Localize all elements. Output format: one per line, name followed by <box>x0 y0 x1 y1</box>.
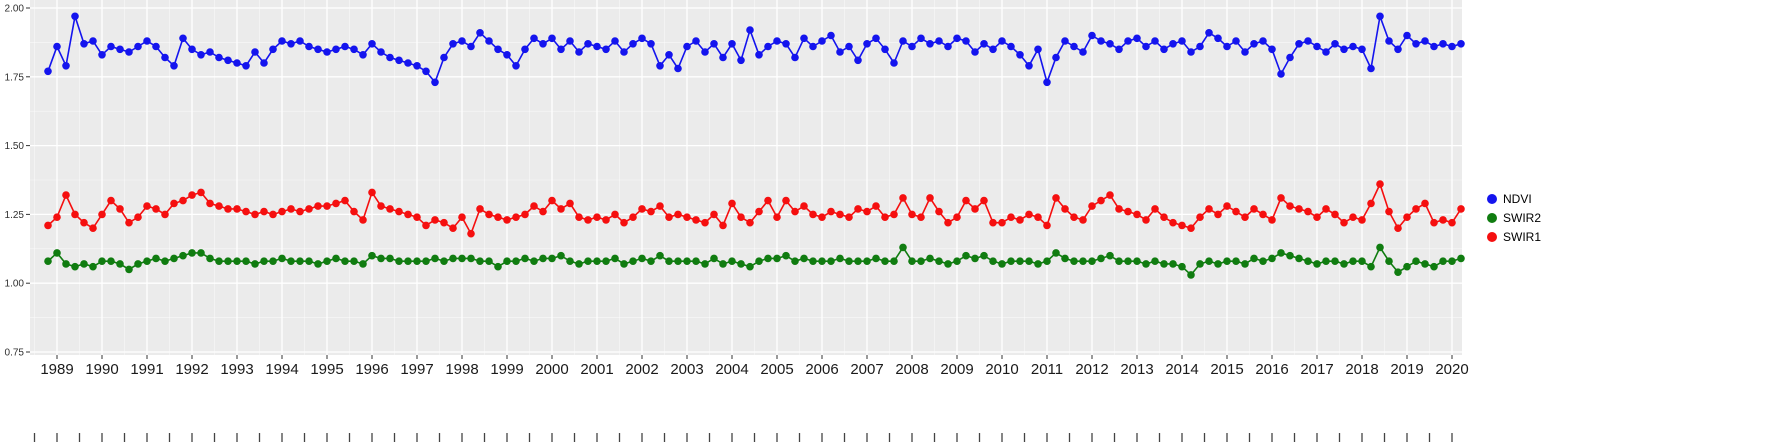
x-tick-label: 2014 <box>1165 361 1198 378</box>
x-tick-label: 2019 <box>1390 361 1423 378</box>
series-NDVI <box>44 12 1465 87</box>
legend: NDVI SWIR2 SWIR1 <box>1487 193 1541 243</box>
x-tick-label: 1995 <box>310 361 343 378</box>
x-tick-label: 2002 <box>625 361 658 378</box>
x-tick-label: 2013 <box>1120 361 1153 378</box>
legend-label-swir2: SWIR2 <box>1503 211 1542 225</box>
legend-label-ndvi: NDVI <box>1503 192 1532 206</box>
y-tick-label: 2.00 <box>5 4 25 15</box>
x-tick-label: 2001 <box>580 361 613 378</box>
x-tick-label: 1992 <box>175 361 208 378</box>
x-tick-label: 1997 <box>400 361 433 378</box>
y-tick-label: 1.25 <box>5 210 25 221</box>
legend-marker-swir1 <box>1487 232 1497 242</box>
x-tick-label: 1991 <box>130 361 163 378</box>
x-tick-label: 2004 <box>715 361 748 378</box>
x-tick-label: 2015 <box>1210 361 1243 378</box>
x-tick-label: 2003 <box>670 361 703 378</box>
x-tick-label: 2009 <box>940 361 973 378</box>
x-tick-label: 2008 <box>895 361 928 378</box>
legend-label-swir1: SWIR1 <box>1503 230 1542 244</box>
x-tick-label: 2020 <box>1435 361 1468 378</box>
legend-item-swir2[interactable]: SWIR2 <box>1487 212 1541 224</box>
x-tick-label: 2007 <box>850 361 883 378</box>
x-tick-label: 1998 <box>445 361 478 378</box>
x-tick-label: 2012 <box>1075 361 1108 378</box>
x-tick-label: 1996 <box>355 361 388 378</box>
y-tick-label: 1.50 <box>5 141 25 152</box>
axes: 0.75 1.00 1.25 1.50 1.75 2.00 1989 1990 1991 1992… <box>5 4 1469 442</box>
y-tick-label: 1.00 <box>5 279 25 290</box>
x-tick-label: 2000 <box>535 361 568 378</box>
series-SWIR1 <box>44 180 1465 238</box>
x-tick-label: 1989 <box>40 361 73 378</box>
x-tick-label: 1999 <box>490 361 523 378</box>
series-SWIR2 <box>44 243 1465 279</box>
y-tick-label: 1.75 <box>5 72 25 83</box>
legend-item-swir1[interactable]: SWIR1 <box>1487 231 1541 243</box>
y-tick-label: 0.75 <box>5 348 25 359</box>
x-tick-label: 1994 <box>265 361 298 378</box>
x-tick-label: 2016 <box>1255 361 1288 378</box>
panel-background <box>30 0 1462 355</box>
legend-marker-ndvi <box>1487 194 1497 204</box>
x-tick-label: 2006 <box>805 361 838 378</box>
x-tick-label: 1990 <box>85 361 118 378</box>
x-tick-label: 2010 <box>985 361 1018 378</box>
x-tick-label: 2017 <box>1300 361 1333 378</box>
legend-item-ndvi[interactable]: NDVI <box>1487 193 1541 205</box>
gridlines <box>30 0 1462 355</box>
x-tick-label: 2005 <box>760 361 793 378</box>
legend-marker-swir2 <box>1487 213 1497 223</box>
x-tick-label: 1993 <box>220 361 253 378</box>
x-tick-label: 2018 <box>1345 361 1378 378</box>
x-tick-label: 2011 <box>1031 361 1063 378</box>
